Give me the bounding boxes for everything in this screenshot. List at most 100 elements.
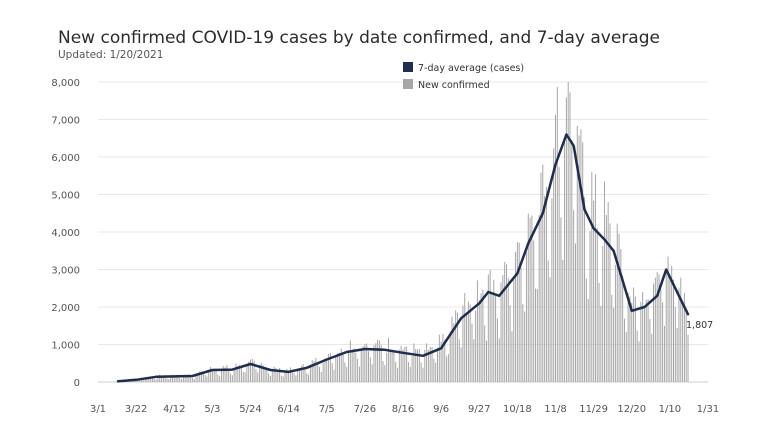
bar (195, 373, 197, 382)
bar (487, 274, 489, 382)
bar (642, 292, 644, 382)
bar (193, 378, 195, 382)
bar (375, 343, 377, 382)
x-tick-label: 6/14 (277, 404, 299, 415)
bar (564, 139, 566, 382)
bar (351, 350, 353, 382)
bar (382, 360, 384, 382)
bar (444, 339, 446, 382)
bar (643, 306, 645, 382)
bar (206, 376, 208, 382)
bar (253, 360, 255, 382)
bar (451, 316, 453, 382)
bar (667, 256, 669, 382)
bar (489, 269, 491, 382)
bar (567, 82, 569, 382)
bar (153, 378, 155, 382)
bar (289, 367, 291, 382)
bar (522, 304, 524, 382)
bar (649, 319, 651, 382)
bar (602, 245, 604, 382)
bar (538, 214, 540, 382)
bar (676, 327, 678, 382)
bar (371, 364, 373, 382)
bar (269, 375, 271, 382)
bar (462, 305, 464, 382)
bar (159, 374, 161, 382)
bar (320, 371, 322, 382)
bar (466, 314, 468, 382)
bar (231, 375, 233, 382)
bar (210, 367, 212, 382)
bar (545, 186, 547, 382)
bar (456, 312, 458, 382)
bar (344, 362, 346, 382)
bar (179, 378, 181, 382)
bar (324, 358, 326, 382)
bar (393, 351, 395, 382)
bar (271, 369, 273, 382)
bar (295, 375, 297, 382)
bar (204, 374, 206, 382)
legend: 7-day average (cases) New confirmed (403, 62, 524, 91)
bar (275, 367, 277, 382)
bar (433, 358, 435, 382)
bar (424, 349, 426, 382)
bar (574, 243, 576, 382)
bar (674, 306, 676, 382)
bar (230, 373, 232, 382)
x-tick-label: 9/6 (433, 404, 449, 415)
bar (362, 345, 364, 382)
bar (197, 373, 199, 382)
bar (297, 369, 299, 382)
bar (607, 201, 609, 382)
bar (547, 260, 549, 382)
bar (404, 346, 406, 382)
bar (387, 337, 389, 382)
bar (683, 292, 685, 382)
bar (255, 369, 257, 382)
bar (368, 351, 370, 382)
bar (482, 289, 484, 382)
bar (587, 299, 589, 382)
bar (357, 358, 359, 382)
bar (473, 339, 475, 382)
bar (491, 294, 493, 382)
bar (311, 360, 313, 382)
bar (215, 368, 217, 382)
bar (282, 376, 284, 382)
bar (264, 367, 266, 382)
bar (184, 375, 186, 382)
bar (502, 275, 504, 382)
bar (625, 332, 627, 382)
bar (493, 279, 495, 382)
x-tick-label: 11/8 (544, 404, 566, 415)
y-tick-label: 3,000 (51, 266, 80, 277)
bar (589, 231, 591, 382)
bar (542, 164, 544, 382)
x-tick-label: 1/31 (697, 404, 719, 415)
bar (349, 340, 351, 382)
bar (251, 358, 253, 382)
bar (259, 364, 261, 382)
bar (148, 377, 150, 382)
bar (600, 305, 602, 382)
bar (248, 361, 250, 382)
bar (498, 338, 500, 382)
bar (496, 318, 498, 382)
legend-swatch-7-day-average (403, 62, 413, 72)
end-value-label: 1,807 (686, 320, 713, 331)
bar (415, 349, 417, 382)
bar (422, 367, 424, 382)
bar (484, 325, 486, 382)
bar (407, 361, 409, 382)
bar (322, 363, 324, 382)
bar (141, 380, 143, 382)
bar (211, 369, 213, 382)
legend-label-7-day-average: 7-day average (cases) (418, 63, 524, 74)
bar (200, 371, 202, 382)
bar (173, 375, 175, 382)
bar (277, 369, 279, 382)
bar (177, 374, 179, 382)
